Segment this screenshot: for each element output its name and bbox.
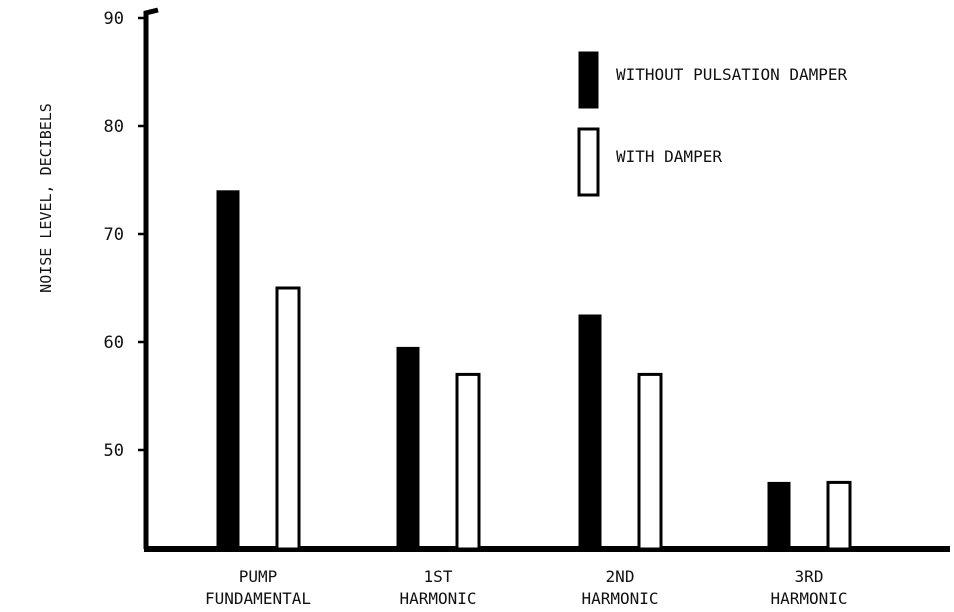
- legend-label-with-damper: WITH DAMPER: [616, 147, 722, 166]
- y-axis-ticks: 50 60 70 80 90: [104, 9, 146, 461]
- legend-swatch-without-damper: [578, 51, 599, 109]
- x-category-label: 2ND: [606, 567, 635, 586]
- x-category-label: HARMONIC: [399, 589, 476, 608]
- x-category-label: FUNDAMENTAL: [205, 589, 311, 608]
- y-tick-label: 80: [104, 117, 124, 137]
- bar-with-damper: [637, 372, 663, 551]
- x-axis-categories: PUMP FUNDAMENTAL 1ST HARMONIC 2ND HARMONIC 3RD…: [205, 567, 848, 608]
- y-axis-line: [143, 7, 159, 549]
- legend-swatch-with-damper: [577, 127, 600, 197]
- x-category-label: HARMONIC: [581, 589, 658, 608]
- y-axis-title: NOISE LEVEL, DECIBELS: [37, 103, 55, 293]
- x-category-label: HARMONIC: [770, 589, 847, 608]
- chart-axes: [143, 7, 950, 552]
- bar-without-damper: [578, 314, 602, 550]
- x-category-label: 1ST: [424, 567, 453, 586]
- legend: WITHOUT PULSATION DAMPER WITH DAMPER: [577, 51, 848, 197]
- bar-without-damper: [767, 481, 791, 550]
- x-category-label: 3RD: [795, 567, 824, 586]
- bar-without-damper: [396, 346, 420, 550]
- bar-with-damper: [826, 480, 852, 551]
- y-tick-label: 50: [104, 441, 124, 461]
- bar-group: [216, 190, 852, 551]
- x-category-label: PUMP: [239, 567, 278, 586]
- y-tick-label: 60: [104, 333, 124, 353]
- bar-with-damper: [455, 372, 481, 551]
- bar-without-damper: [216, 190, 240, 550]
- legend-label-without-damper: WITHOUT PULSATION DAMPER: [616, 65, 848, 84]
- bar-with-damper: [275, 286, 301, 551]
- y-tick-label: 90: [104, 9, 124, 29]
- y-tick-label: 70: [104, 225, 124, 245]
